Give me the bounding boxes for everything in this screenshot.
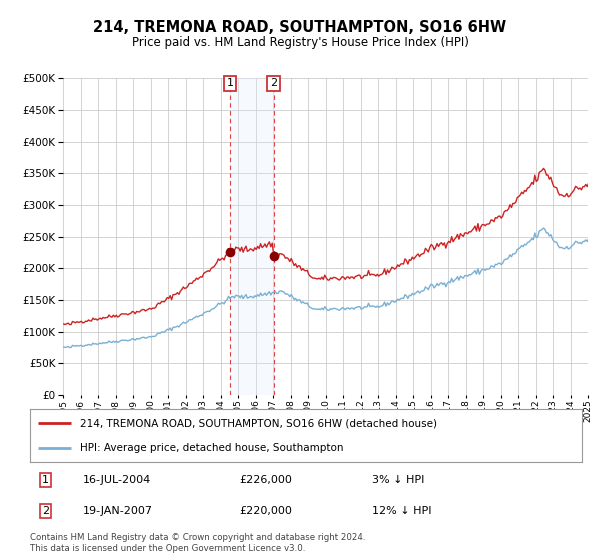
Text: £220,000: £220,000 — [240, 506, 293, 516]
Text: 16-JUL-2004: 16-JUL-2004 — [82, 475, 151, 486]
Text: 1: 1 — [226, 78, 233, 88]
Text: 214, TREMONA ROAD, SOUTHAMPTON, SO16 6HW: 214, TREMONA ROAD, SOUTHAMPTON, SO16 6HW — [94, 20, 506, 35]
Text: £226,000: £226,000 — [240, 475, 293, 486]
Text: 1: 1 — [42, 475, 49, 486]
Text: 12% ↓ HPI: 12% ↓ HPI — [372, 506, 432, 516]
Text: HPI: Average price, detached house, Southampton: HPI: Average price, detached house, Sout… — [80, 442, 343, 452]
Text: 214, TREMONA ROAD, SOUTHAMPTON, SO16 6HW (detached house): 214, TREMONA ROAD, SOUTHAMPTON, SO16 6HW… — [80, 418, 437, 428]
Text: 19-JAN-2007: 19-JAN-2007 — [82, 506, 152, 516]
Text: 3% ↓ HPI: 3% ↓ HPI — [372, 475, 425, 486]
Bar — [230, 78, 274, 395]
Text: 2: 2 — [270, 78, 277, 88]
Text: Contains HM Land Registry data © Crown copyright and database right 2024.
This d: Contains HM Land Registry data © Crown c… — [30, 533, 365, 553]
Text: Price paid vs. HM Land Registry's House Price Index (HPI): Price paid vs. HM Land Registry's House … — [131, 36, 469, 49]
Text: 2: 2 — [42, 506, 49, 516]
